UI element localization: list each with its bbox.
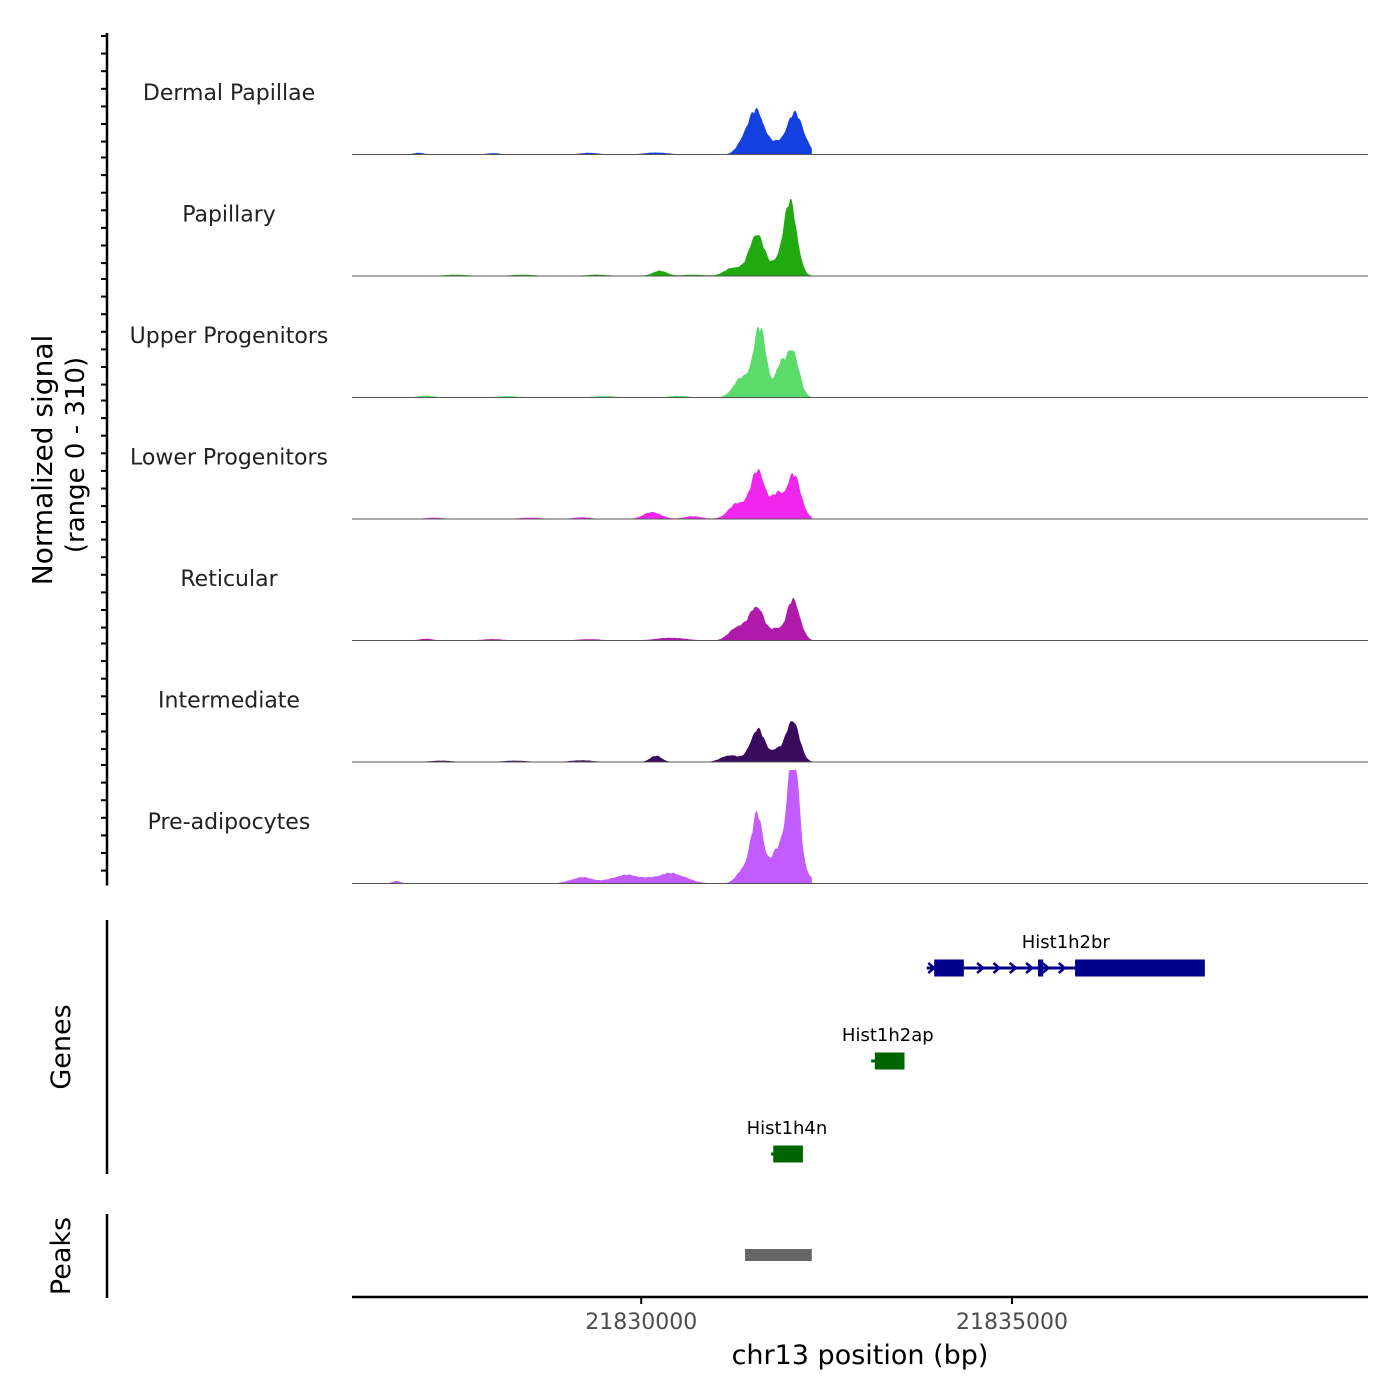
coverage-tracks [352,108,1368,884]
strand-chevron [927,962,937,974]
genes-panel-label: Genes [46,1004,77,1089]
strand-chevron [1057,962,1067,974]
x-axis-label: chr13 position (bp) [732,1340,989,1371]
gene-Hist1h2br: Hist1h2br [926,932,1205,977]
coverage-area-1 [352,198,812,276]
track-label-5: Intermediate [158,689,300,714]
strand-chevron [1025,962,1035,974]
y-axis-label-line2: (range 0 - 310) [61,357,91,553]
gene-exon [773,1145,803,1163]
strand-chevron [976,962,986,974]
peaks-panel-label: Peaks [46,1217,77,1295]
x-tick-label-1: 21835000 [956,1310,1068,1335]
coverage-area-5 [352,721,812,762]
track-label-2: Upper Progenitors [130,324,329,349]
gene-exon [1075,959,1205,977]
y-axis [101,33,109,886]
track-label-1: Papillary [182,203,276,228]
coverage-area-4 [352,597,812,641]
gene-label: Hist1h4n [747,1118,828,1139]
y-axis-label-line1: Normalized signal [26,335,59,586]
gene-track: Hist1h2br Hist1h2ap Hist1h4n [747,932,1205,1163]
coverage-area-6 [352,770,812,884]
x-tick-label-0: 21830000 [585,1310,697,1335]
gene-exon [874,1052,905,1070]
track-label-6: Pre-adipocytes [148,810,311,835]
strand-chevron [1041,962,1051,974]
gene-Hist1h2ap: Hist1h2ap [842,1025,934,1070]
x-axis-ticks: 21830000 21835000 [585,1297,1068,1335]
track-label-4: Reticular [180,567,278,592]
track-labels: Dermal Papillae Papillary Upper Progenitor… [130,81,329,835]
track-label-3: Lower Progenitors [130,446,328,471]
strand-chevron [1008,962,1018,974]
gene-Hist1h4n: Hist1h4n [747,1118,828,1163]
coverage-area-3 [352,469,812,519]
coverage-area-2 [352,326,812,398]
peak-track [745,1249,812,1261]
gene-label: Hist1h2br [1022,932,1111,953]
gene-exon [934,959,964,977]
peak-0 [745,1249,812,1261]
track-label-0: Dermal Papillae [143,81,315,106]
coverage-area-0 [352,108,812,155]
strand-chevron [992,962,1002,974]
gene-exon [1037,959,1044,977]
gene-label: Hist1h2ap [842,1025,934,1046]
